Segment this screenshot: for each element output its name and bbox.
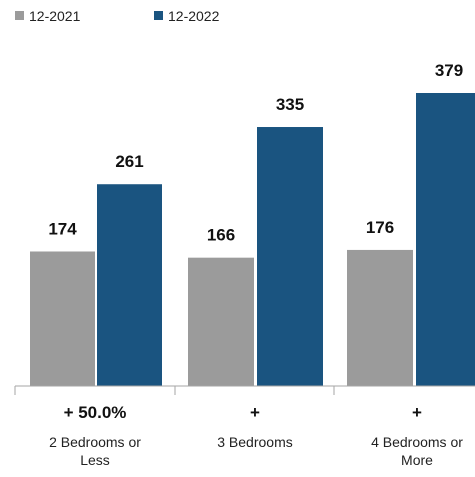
value-label-12-2021-2: 176 <box>366 218 394 237</box>
category-label-0: 2 Bedrooms or Less <box>49 434 141 468</box>
legend: 12-2021 12-2022 <box>15 8 220 24</box>
value-label-12-2022-2: 379 <box>435 61 463 80</box>
plot-area: 174 166 176 261 335 379 + 50.0% 2 Bedrooms or Le… <box>14 61 475 468</box>
legend-label-12-2021: 12-2021 <box>29 8 81 24</box>
category-label-1: 3 Bedrooms <box>217 434 292 450</box>
legend-swatch-12-2021 <box>15 11 24 20</box>
bar-12-2021-2 <box>347 249 413 386</box>
bar-12-2022-2 <box>416 93 475 386</box>
category-label-line: 3 Bedrooms <box>217 434 292 450</box>
bar-12-2022-1 <box>257 127 323 386</box>
category-label-2: 4 Bedrooms or More <box>371 434 463 468</box>
change-label-2: + <box>412 403 422 422</box>
value-label-12-2021-0: 174 <box>48 219 77 238</box>
category-label-line: More <box>401 452 433 468</box>
category-label-line: Less <box>80 452 110 468</box>
bar-12-2021-0 <box>30 251 95 386</box>
bar-12-2021-1 <box>188 257 254 386</box>
legend-swatch-12-2022 <box>154 11 163 20</box>
value-label-12-2021-1: 166 <box>207 226 235 245</box>
legend-label-12-2022: 12-2022 <box>168 8 220 24</box>
bar-12-2022-0 <box>97 184 162 386</box>
category-label-line: 2 Bedrooms or <box>49 434 141 450</box>
change-label-0: + 50.0% <box>64 403 127 422</box>
category-label-line: 4 Bedrooms or <box>371 434 463 450</box>
value-label-12-2022-1: 335 <box>276 95 304 114</box>
value-label-12-2022-0: 261 <box>115 152 143 171</box>
change-label-1: + <box>250 403 260 422</box>
